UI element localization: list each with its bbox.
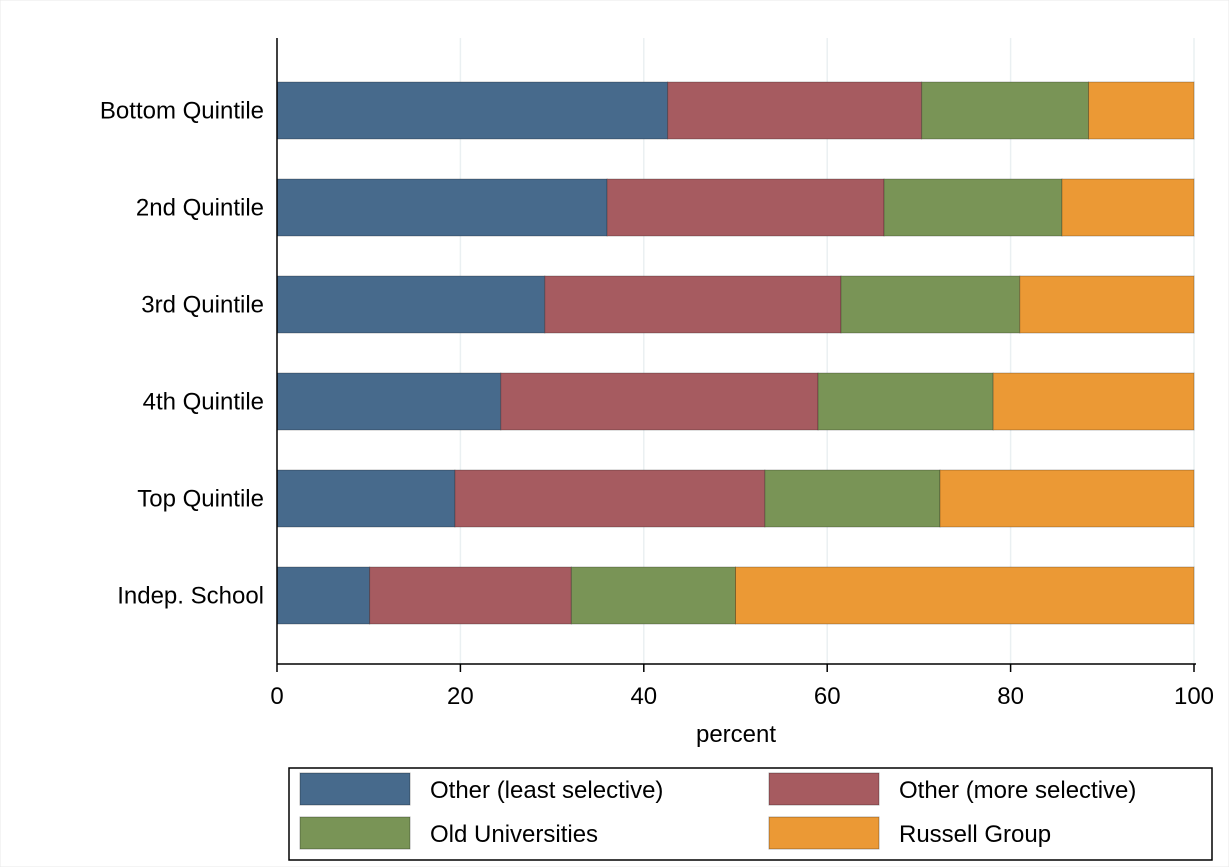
x-tick-label-5: 100	[1174, 683, 1214, 710]
bar-1-1	[606, 178, 885, 237]
bar-3-1	[500, 372, 819, 431]
x-tick-labels: 0 20 40 60 80 100	[270, 664, 1214, 710]
bar-0-3	[1088, 81, 1195, 140]
bar-2-3	[1019, 275, 1195, 334]
bar-2-0	[276, 275, 546, 334]
bars	[276, 81, 1195, 625]
bar-0-0	[276, 81, 669, 140]
bar-5-1	[369, 566, 572, 625]
bar-5-3	[735, 566, 1195, 625]
bar-4-0	[276, 469, 456, 528]
x-tick-label-3: 60	[814, 683, 841, 710]
legend-box	[288, 767, 1213, 861]
legend-swatch-1	[768, 772, 880, 806]
y-tick-label-0: Bottom Quintile	[100, 98, 264, 125]
axes	[276, 38, 1196, 665]
y-tick-label-5: Indep. School	[117, 583, 264, 610]
legend-swatch-2	[299, 816, 411, 850]
bar-4-2	[764, 469, 941, 528]
legend-label-2: Old Universities	[430, 821, 598, 848]
legend-label-3: Russell Group	[899, 821, 1051, 848]
y-tick-label-2: 3rd Quintile	[141, 292, 264, 319]
x-tick-label-1: 20	[447, 683, 474, 710]
bar-5-2	[570, 566, 736, 625]
bar-1-2	[883, 178, 1063, 237]
bar-4-1	[454, 469, 766, 528]
legend-label-1: Other (more selective)	[899, 777, 1136, 804]
bar-3-2	[817, 372, 994, 431]
bar-0-1	[667, 81, 923, 140]
bar-2-1	[544, 275, 842, 334]
legend-swatch-0	[299, 772, 411, 806]
gridlines	[459, 38, 1195, 664]
x-tick-label-0: 0	[270, 683, 283, 710]
x-tick-label-2: 40	[630, 683, 657, 710]
bar-3-0	[276, 372, 502, 431]
y-tick-label-1: 2nd Quintile	[136, 195, 264, 222]
y-tick-labels: Bottom Quintile 2nd Quintile 3rd Quintile 4…	[100, 98, 264, 610]
y-tick-label-3: 4th Quintile	[143, 389, 264, 416]
legend: Other (least selective) Other (more selec…	[288, 767, 1213, 861]
x-axis-title: percent	[696, 721, 776, 748]
bar-1-3	[1061, 178, 1195, 237]
legend-label-0: Other (least selective)	[430, 777, 663, 804]
x-tick-label-4: 80	[997, 683, 1024, 710]
bar-5-0	[276, 566, 371, 625]
bar-0-2	[921, 81, 1090, 140]
bar-2-2	[840, 275, 1021, 334]
bar-3-3	[992, 372, 1195, 431]
bar-1-0	[276, 178, 608, 237]
legend-swatch-3	[768, 816, 880, 850]
y-tick-label-4: Top Quintile	[137, 486, 264, 513]
bar-4-3	[939, 469, 1195, 528]
